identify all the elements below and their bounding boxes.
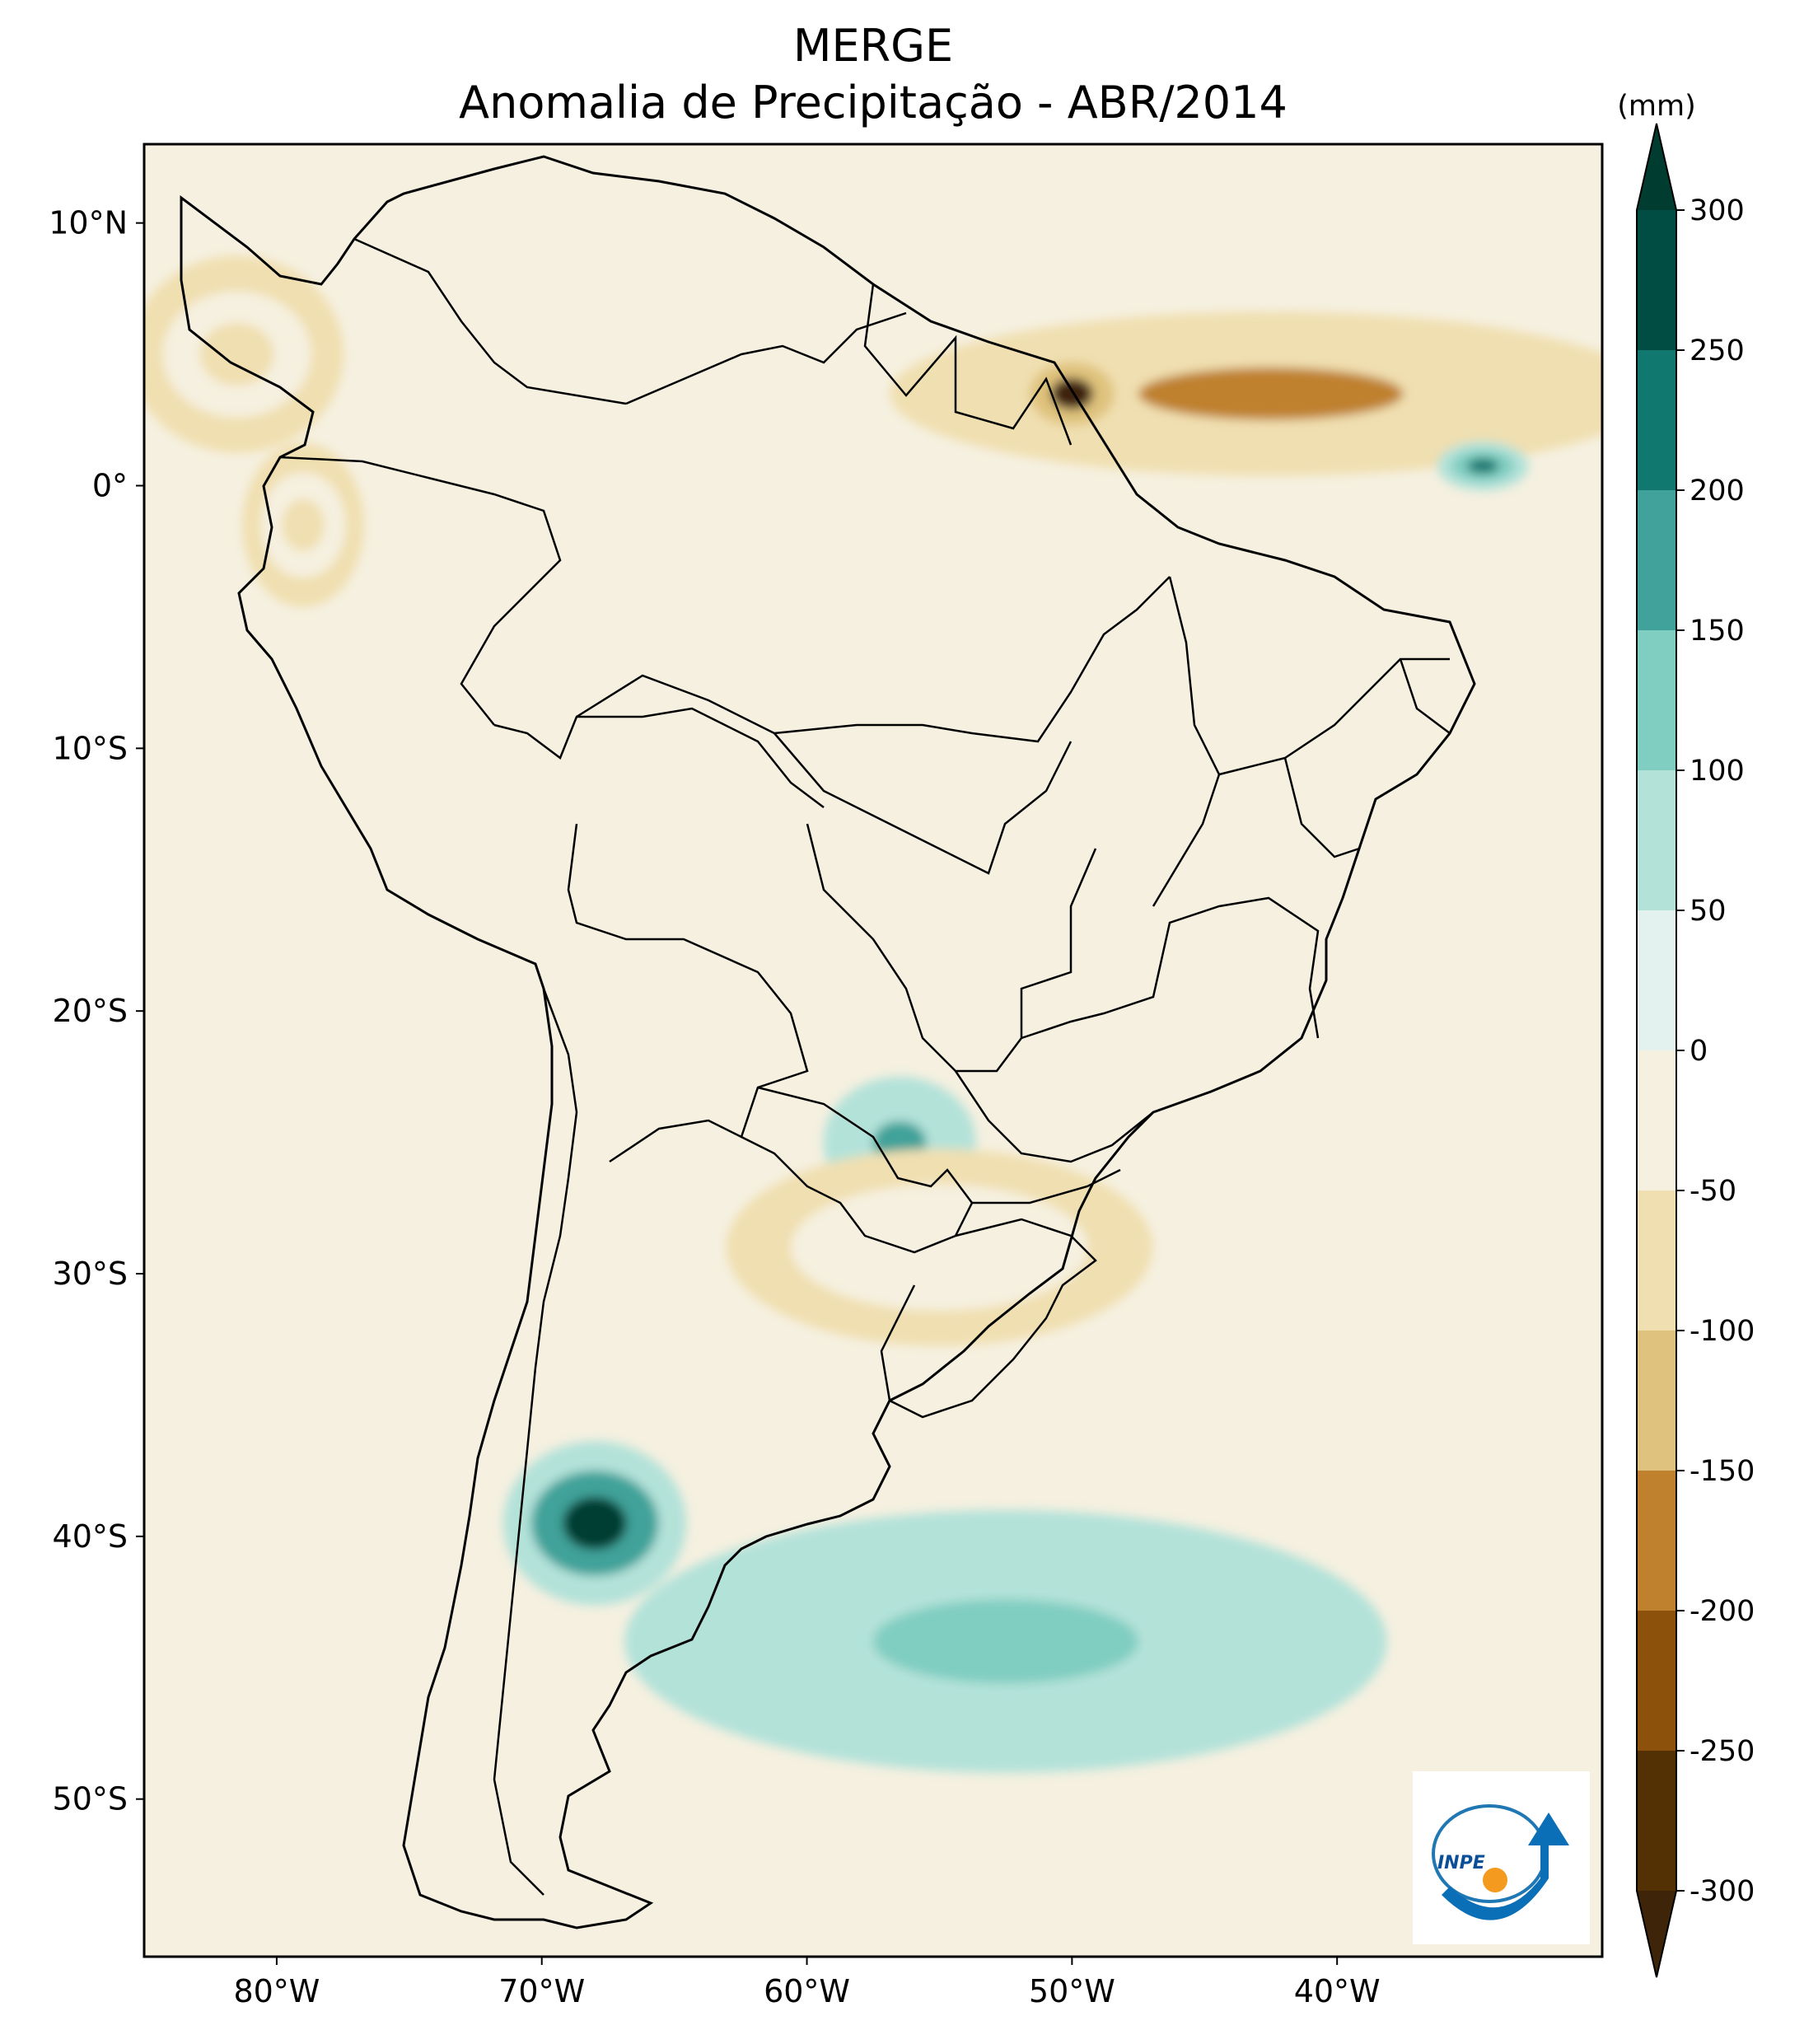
colorbar-extend-low	[1637, 1891, 1676, 1977]
colorbar-label: -150	[1689, 1455, 1755, 1488]
chile-argentina-border	[493, 988, 578, 1896]
south-america-coastline	[180, 155, 1476, 1929]
country-borders	[279, 237, 1451, 1896]
colorbar-unit: (mm)	[1617, 90, 1696, 123]
colorbar-label: 200	[1689, 475, 1745, 507]
colorbar-label: 100	[1689, 755, 1745, 788]
inpe-logo: INPE	[1413, 1771, 1590, 1944]
brazil-states-minor	[1152, 658, 1451, 907]
brazil-states-central-west	[806, 823, 1097, 1073]
colombia-venezuela-border	[353, 237, 627, 405]
colorbar-extend-high	[1637, 124, 1676, 210]
lon-tick-label: 40°W	[1294, 1973, 1381, 2009]
lat-tick-label: 50°S	[53, 1781, 128, 1817]
map-area: INPE	[144, 144, 1602, 1957]
colorbar-label: -250	[1689, 1735, 1755, 1768]
map-frame	[143, 143, 1604, 1958]
brazil-states-southeast	[1021, 896, 1320, 1040]
inpe-logo-swoosh	[1442, 1812, 1569, 1920]
lat-tick-label: 30°S	[53, 1256, 128, 1292]
latitude-ticks: 10°N 0° 10°S 20°S 30°S 40°S 50°S	[49, 205, 144, 1817]
colorbar-segment	[1637, 630, 1676, 770]
colorbar-segment	[1637, 490, 1676, 630]
brazil-states-north	[576, 576, 1171, 743]
guianas-borders	[863, 283, 1073, 446]
lat-tick-label: 10°S	[53, 730, 128, 766]
lat-tick-label: 10°N	[49, 205, 128, 241]
colorbar-segment	[1637, 210, 1676, 350]
paraguay-border	[741, 1086, 974, 1254]
colorbar-segment	[1637, 1331, 1676, 1471]
brazil-states-south	[954, 1070, 1154, 1204]
lat-tick-label: 0°	[92, 467, 128, 503]
lon-tick-label: 70°W	[498, 1973, 585, 2009]
anomaly-panama-dry-area-core	[199, 322, 274, 386]
colorbar-segment	[1637, 1471, 1676, 1611]
colorbar-segment	[1637, 910, 1676, 1050]
colorbar-label: -50	[1689, 1175, 1736, 1208]
inpe-logo-text: INPE	[1437, 1853, 1485, 1873]
colorbar-label: -200	[1689, 1595, 1755, 1628]
anomaly-north-brazil-coast-dry-band-core	[1138, 367, 1404, 420]
colorbar-segment	[1637, 1751, 1676, 1891]
colorbar: (mm) -300 -250 -200 -150 -100 -50 0 50 100 150 200…	[1617, 90, 1755, 1978]
colorbar-label: 300	[1689, 194, 1745, 227]
venezuela-brazil-border	[625, 311, 907, 405]
lat-tick-label: 20°S	[53, 993, 128, 1029]
peru-brazil-border	[493, 707, 825, 808]
colombia-ecuador-peru-border	[279, 456, 562, 726]
anomaly-amapa-dry-core-core	[1050, 377, 1094, 410]
map-title: MERGE	[792, 20, 954, 72]
uruguay-border	[880, 1218, 1097, 1419]
colorbar-segment	[1637, 1050, 1676, 1190]
brazil-states-center	[773, 732, 1073, 875]
colorbar-label: 0	[1689, 1035, 1708, 1068]
anomaly-south-atlantic-wet-area-core	[873, 1599, 1138, 1684]
lon-tick-label: 60°W	[764, 1973, 850, 2009]
colorbar-label: -300	[1689, 1875, 1755, 1908]
longitude-ticks: 80°W 70°W 60°W 50°W 40°W	[233, 1957, 1381, 2009]
anomaly-equatorial-atlantic-wet-spot-core	[1466, 458, 1499, 475]
colorbar-label: 150	[1689, 615, 1745, 648]
colorbar-label: 50	[1689, 895, 1727, 928]
lon-tick-label: 80°W	[233, 1973, 320, 2009]
anomaly-patagonia-wet-core-core	[563, 1497, 627, 1550]
lon-tick-label: 50°W	[1029, 1973, 1115, 2009]
colorbar-segment	[1637, 1611, 1676, 1751]
bolivia-border	[567, 823, 809, 1163]
colorbar-label: 250	[1689, 334, 1745, 367]
colorbar-label: -100	[1689, 1315, 1755, 1348]
anomaly-ecuador-dry-area-core	[282, 498, 325, 552]
colorbar-segment	[1637, 1190, 1676, 1331]
lat-tick-label: 40°S	[53, 1518, 128, 1555]
colorbar-segment	[1637, 350, 1676, 490]
colorbar-segment	[1637, 770, 1676, 910]
anomaly-southern-brazil-dry-area-core	[865, 1215, 1014, 1279]
map-subtitle: Anomalia de Precipitação - ABR/2014	[459, 77, 1288, 129]
